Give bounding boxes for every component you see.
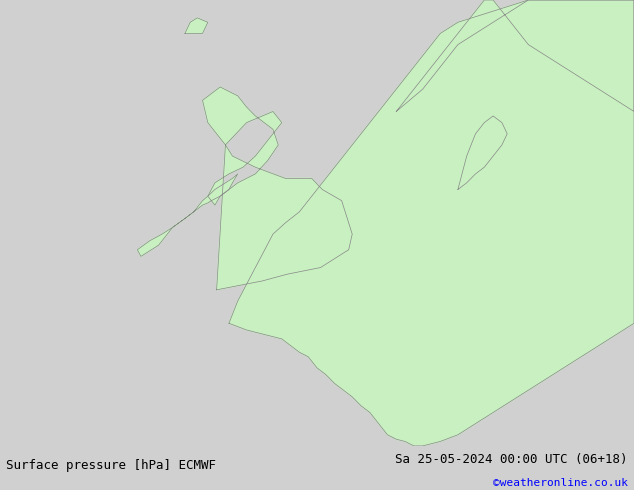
Polygon shape (202, 87, 353, 290)
Polygon shape (396, 0, 634, 111)
Text: Surface pressure [hPa] ECMWF: Surface pressure [hPa] ECMWF (6, 459, 216, 472)
Text: ©weatheronline.co.uk: ©weatheronline.co.uk (493, 478, 628, 489)
Polygon shape (229, 0, 634, 446)
Polygon shape (185, 18, 208, 33)
Text: Sa 25-05-2024 00:00 UTC (06+18): Sa 25-05-2024 00:00 UTC (06+18) (395, 453, 628, 466)
Polygon shape (138, 174, 238, 256)
Polygon shape (458, 116, 507, 190)
